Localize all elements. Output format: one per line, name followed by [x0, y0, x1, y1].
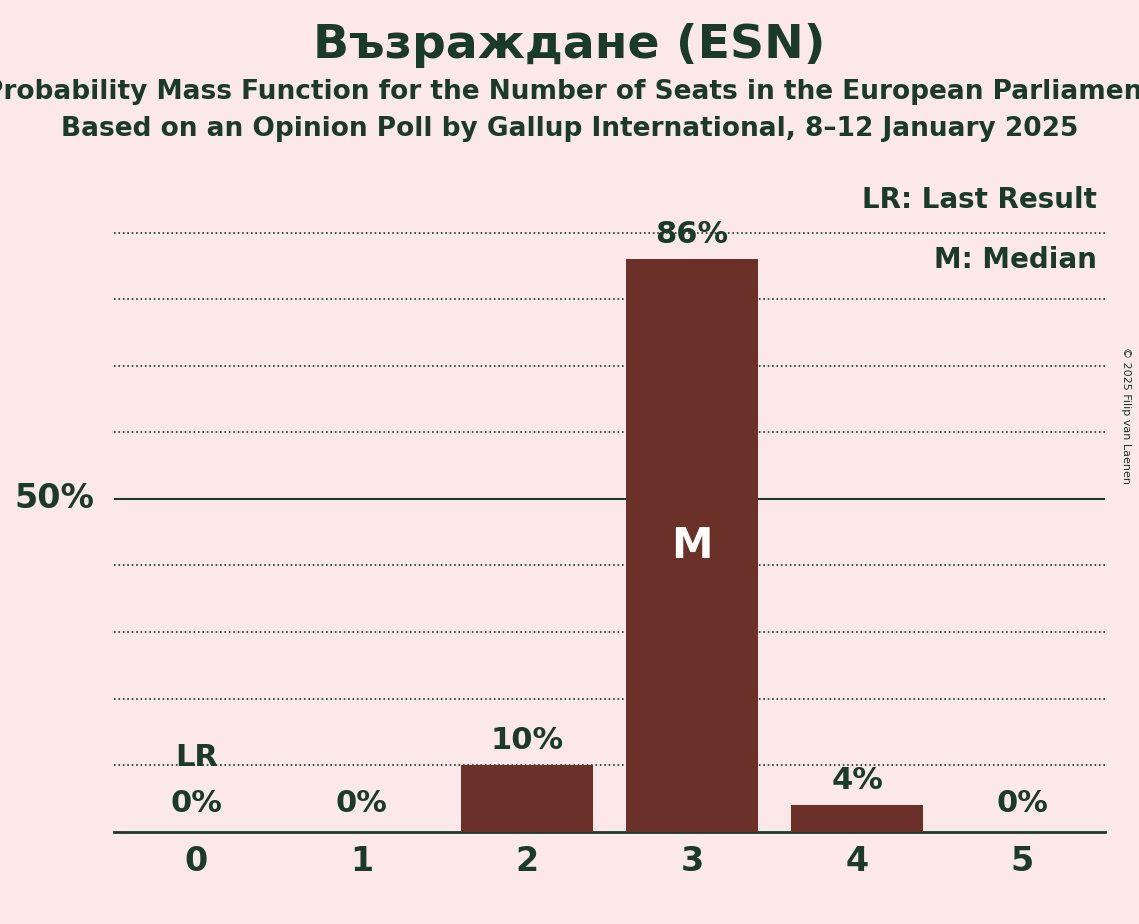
- Text: 0%: 0%: [336, 789, 387, 819]
- Text: 10%: 10%: [490, 726, 564, 755]
- Text: Based on an Opinion Poll by Gallup International, 8–12 January 2025: Based on an Opinion Poll by Gallup Inter…: [60, 116, 1079, 141]
- Bar: [626, 260, 759, 832]
- Text: 86%: 86%: [655, 221, 729, 249]
- Text: LR: LR: [175, 743, 218, 772]
- Text: 4%: 4%: [831, 766, 883, 795]
- Text: M: M: [671, 525, 713, 566]
- Bar: [790, 805, 923, 832]
- Text: LR: Last Result: LR: Last Result: [862, 187, 1097, 214]
- Text: Възраждане (ESN): Възраждане (ESN): [313, 23, 826, 68]
- Text: 0%: 0%: [171, 789, 222, 819]
- Text: 50%: 50%: [14, 482, 95, 516]
- Bar: [460, 765, 593, 832]
- Text: Probability Mass Function for the Number of Seats in the European Parliament: Probability Mass Function for the Number…: [0, 79, 1139, 104]
- Text: 0%: 0%: [997, 789, 1048, 819]
- Text: © 2025 Filip van Laenen: © 2025 Filip van Laenen: [1121, 347, 1131, 484]
- Text: M: Median: M: Median: [934, 246, 1097, 274]
